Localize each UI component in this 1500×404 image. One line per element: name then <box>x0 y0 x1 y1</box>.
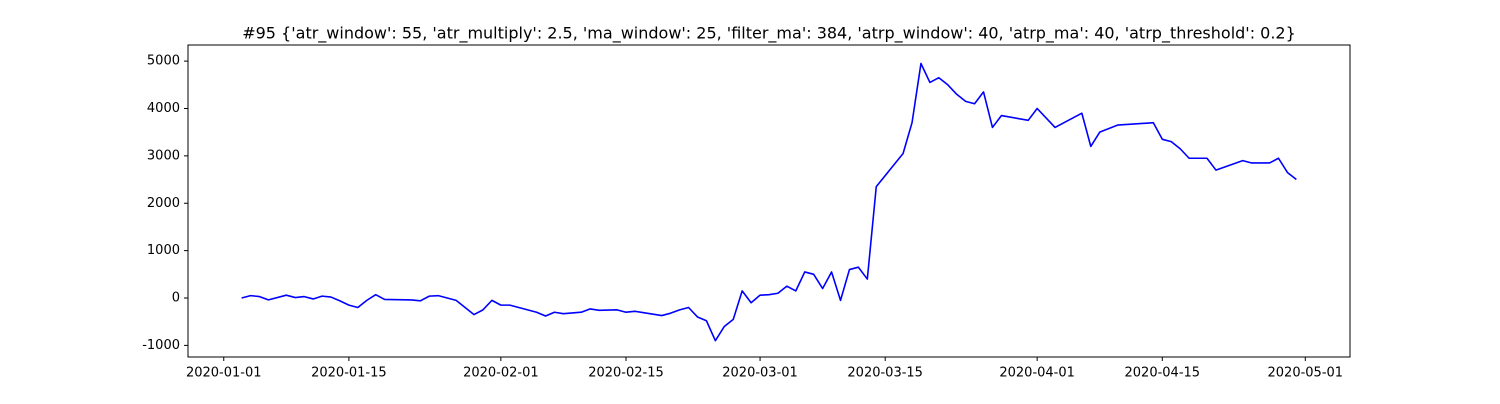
y-tick-label: 3000 <box>147 148 180 163</box>
x-tick-label: 2020-04-15 <box>1125 366 1201 381</box>
y-tick-label: 2000 <box>147 196 180 211</box>
x-tick-label: 2020-05-01 <box>1268 366 1344 381</box>
y-tick-label: 1000 <box>147 243 180 258</box>
data-line <box>241 62 1297 342</box>
plot-frame <box>187 44 1351 358</box>
y-tick-label: 5000 <box>147 54 180 69</box>
x-tick-label: 2020-01-15 <box>311 366 387 381</box>
x-tick-label: 2020-02-15 <box>588 366 664 381</box>
y-tick-label: 4000 <box>147 101 180 116</box>
x-tick-label: 2020-04-01 <box>999 366 1075 381</box>
x-tick-label: 2020-03-01 <box>722 366 798 381</box>
x-tick-label: 2020-03-15 <box>847 366 923 381</box>
y-tick-label: -1000 <box>142 338 180 353</box>
chart-title: #95 {'atr_window': 55, 'atr_multiply': 2… <box>242 24 1296 44</box>
x-tick-label: 2020-02-01 <box>463 366 539 381</box>
y-tick-label: 0 <box>172 291 180 306</box>
x-tick-label: 2020-01-01 <box>186 366 262 381</box>
